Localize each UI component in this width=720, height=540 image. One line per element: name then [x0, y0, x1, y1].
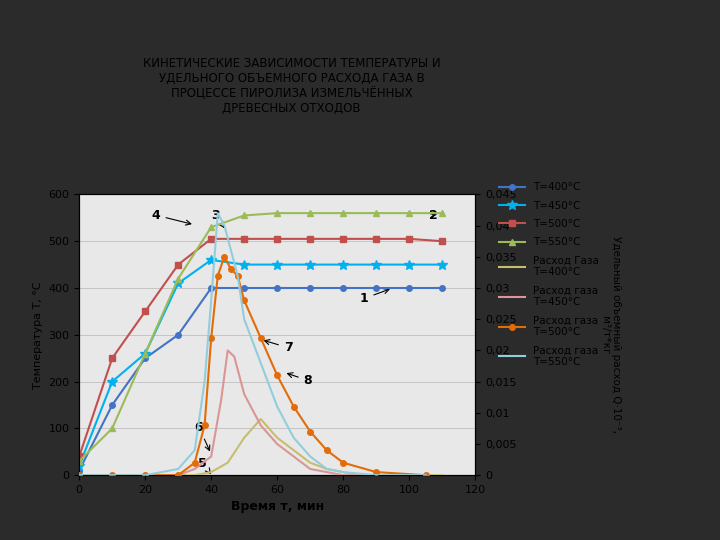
X-axis label: Время т, мин: Время т, мин	[230, 501, 324, 514]
Text: 5: 5	[198, 457, 210, 473]
Legend: T=400°C, T=450°C, T=500°C, T=550°C, Расход Газа
T=400°C, Расход газа
T=450°C, Ра: T=400°C, T=450°C, T=500°C, T=550°C, Расх…	[495, 178, 603, 371]
Y-axis label: Удельный объемный расход Q·10⁻³,
м³/т*кг: Удельный объемный расход Q·10⁻³, м³/т*кг	[600, 237, 621, 433]
Text: 3: 3	[211, 209, 224, 227]
Text: 1: 1	[360, 289, 389, 305]
Text: 6: 6	[194, 421, 210, 450]
Text: 8: 8	[287, 373, 312, 387]
Text: 7: 7	[264, 340, 292, 354]
Y-axis label: Температура Т, °С: Температура Т, °С	[33, 281, 42, 389]
Text: 2: 2	[429, 209, 438, 222]
Text: 4: 4	[152, 209, 191, 225]
Text: КИНЕТИЧЕСКИЕ ЗАВИСИМОСТИ ТЕМПЕРАТУРЫ И
УДЕЛЬНОГО ОБЪЕМНОГО РАСХОДА ГАЗА В
ПРОЦЕС: КИНЕТИЧЕСКИЕ ЗАВИСИМОСТИ ТЕМПЕРАТУРЫ И У…	[143, 57, 441, 116]
